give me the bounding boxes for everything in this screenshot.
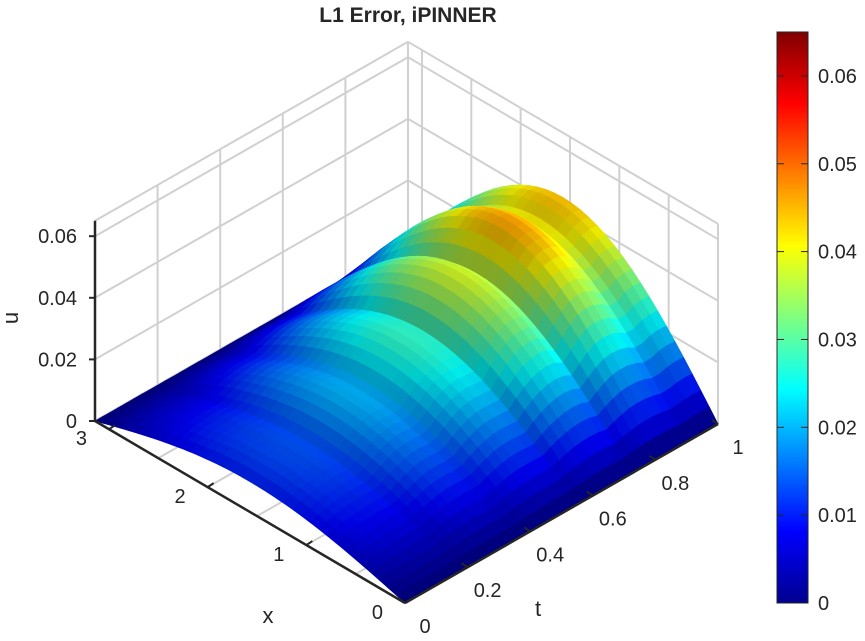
chart-title: L1 Error, iPINNER (319, 4, 496, 27)
colorbar-gradient (776, 31, 809, 604)
t-tick-label: 0.4 (536, 544, 564, 566)
colorbar-tick-label: 0.03 (818, 329, 857, 351)
colorbar-tick-label: 0.01 (818, 505, 857, 527)
colorbar: 0 0.01 0.02 0.03 0.04 0.05 0.06 (776, 31, 857, 615)
t-tick-label: 0.8 (661, 473, 689, 495)
t-tick-mark (586, 490, 594, 497)
t-tick-label: 1 (732, 437, 743, 459)
t-tick-mark (398, 598, 406, 604)
t-tick-mark (461, 562, 469, 569)
t-axis-line (404, 422, 719, 605)
x-tick-label: 0 (372, 602, 383, 624)
t-tick-label: 0.2 (474, 580, 502, 602)
z-tick-label: 0 (66, 411, 77, 433)
error-surface (94, 184, 719, 604)
colorbar-ticks: 0 0.01 0.02 0.03 0.04 0.05 0.06 (777, 66, 857, 615)
x-tick-mark (305, 540, 313, 546)
gridline (407, 56, 719, 241)
x-tick-mark (108, 424, 116, 431)
z-tick-label: 0.06 (38, 226, 77, 248)
colorbar-tick-label: 0.05 (818, 154, 857, 176)
gridline (94, 56, 409, 238)
gridline (94, 40, 409, 222)
colorbar-tick-label: 0.06 (818, 66, 857, 88)
colorbar-tick-label: 0.04 (818, 242, 857, 264)
t-tick-label: 0 (419, 616, 430, 638)
z-tick-label: 0.02 (38, 349, 77, 371)
colorbar-tick-label: 0 (818, 593, 829, 615)
gridline (94, 117, 409, 299)
x-axis-line (94, 419, 406, 605)
colorbar-tick-label: 0.02 (818, 417, 857, 439)
x-axis-label: x (263, 603, 274, 628)
t-tick-mark (523, 526, 531, 533)
x-tick-label: 3 (76, 428, 87, 450)
z-axis-label: u (0, 312, 23, 324)
gridline (407, 40, 719, 225)
z-tick-label: 0.04 (38, 288, 77, 310)
x-tick-label: 1 (273, 544, 284, 566)
x-tick-mark (404, 598, 412, 604)
t-tick-label: 0.6 (599, 509, 627, 531)
x-tick-label: 2 (175, 486, 186, 508)
t-tick-mark (711, 419, 719, 425)
gridline (94, 179, 409, 361)
t-axis-label: t (535, 596, 541, 621)
x-tick-mark (207, 482, 215, 488)
t-tick-mark (648, 454, 656, 461)
axes (93, 220, 719, 605)
